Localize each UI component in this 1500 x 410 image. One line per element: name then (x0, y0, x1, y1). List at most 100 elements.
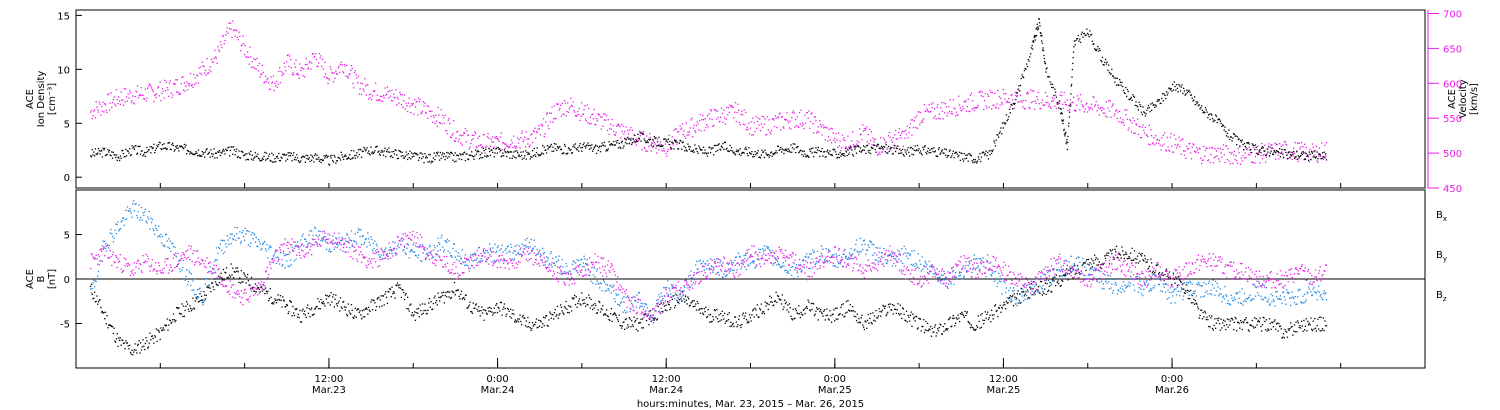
density-series-point (453, 154, 455, 157)
velocity-series-point (852, 143, 855, 146)
bx-series-point (619, 324, 621, 327)
density-series-point (1060, 108, 1062, 110)
density-series-point (623, 145, 625, 147)
density-series-point (701, 149, 703, 151)
density-series-point (1135, 101, 1137, 103)
velocity-series-point (366, 84, 368, 86)
velocity-series-point (600, 128, 602, 130)
bx-series-point (341, 307, 343, 310)
density-series-point (140, 153, 142, 155)
velocity-series-point (1172, 151, 1175, 153)
density-series-point (895, 147, 898, 149)
density-series-point (308, 157, 310, 159)
bx-series-point (770, 301, 772, 303)
bx-series-point (264, 287, 267, 289)
velocity-series-point (926, 108, 928, 110)
density-series-point (926, 150, 929, 152)
bx-series-point (743, 317, 745, 319)
bx-series-point (1312, 320, 1314, 322)
density-series-point (338, 157, 340, 159)
bx-series-point (131, 349, 133, 351)
bx-series-point (1289, 328, 1291, 330)
velocity-series-point (816, 132, 818, 134)
bx-series-point (990, 321, 992, 323)
velocity-series-point (1140, 136, 1142, 139)
velocity-series-point (1290, 155, 1293, 157)
velocity-series-point (1015, 95, 1018, 98)
bx-series-point (299, 309, 301, 312)
velocity-series-point (993, 104, 995, 107)
density-series-point (423, 161, 425, 164)
velocity-series-point (1255, 152, 1257, 154)
density-series-point (229, 155, 231, 157)
bx-series-point (521, 316, 524, 318)
density-series-point (337, 156, 339, 159)
velocity-series-point (400, 103, 403, 106)
velocity-series-point (379, 95, 381, 98)
density-series-point (314, 153, 317, 155)
velocity-series-point (1262, 154, 1264, 156)
density-series-point (129, 154, 132, 157)
bx-series-point (304, 314, 307, 316)
bx-series-point (1293, 324, 1296, 326)
velocity-series-point (783, 127, 785, 129)
velocity-series-point (975, 107, 977, 109)
density-series-point (1026, 65, 1029, 68)
velocity-series-point (1039, 107, 1041, 110)
velocity-series-point (566, 110, 568, 113)
velocity-series-point (1214, 148, 1216, 150)
velocity-series-point (835, 132, 837, 135)
velocity-series-point (634, 141, 636, 144)
density-series-point (862, 145, 865, 147)
bx-series-point (279, 295, 282, 297)
velocity-series-point (752, 134, 755, 136)
bx-series-point (1066, 273, 1068, 275)
velocity-series-point (150, 85, 152, 87)
velocity-series-point (805, 112, 808, 114)
velocity-series-point (260, 73, 262, 76)
bx-series-point (1072, 268, 1075, 271)
velocity-series-point (398, 102, 400, 104)
velocity-series-point (168, 95, 170, 97)
velocity-series-point (751, 134, 753, 136)
velocity-series-point (255, 68, 257, 70)
bx-series-point (785, 301, 787, 303)
density-series-point (862, 149, 864, 151)
density-series-point (695, 147, 698, 150)
density-series-point (631, 142, 634, 144)
density-series-point (1299, 155, 1301, 158)
bx-series-point (1004, 308, 1007, 310)
velocity-series-point (1257, 145, 1259, 148)
bx-series-point (340, 306, 342, 308)
bx-series-point (702, 313, 705, 316)
density-series-point (377, 151, 379, 153)
density-series-point (385, 150, 388, 153)
velocity-series-point (1223, 153, 1225, 156)
bx-series-point (1153, 273, 1155, 275)
bx-series-point (377, 297, 379, 299)
velocity-series-point (727, 113, 729, 116)
density-series-point (871, 147, 873, 150)
density-series-point (638, 137, 640, 139)
by-series (90, 200, 1328, 322)
density-series-point (688, 148, 691, 150)
bx-series-point (1068, 269, 1070, 271)
velocity-series-point (617, 123, 620, 126)
velocity-series-point (225, 31, 228, 33)
velocity-series-point (628, 142, 631, 144)
density-series-point (987, 158, 990, 160)
density-series-point (1136, 106, 1139, 108)
bx-series-point (1247, 329, 1250, 331)
bx-series-point (300, 321, 303, 323)
density-series-point (335, 160, 338, 162)
bx-series-point (118, 337, 120, 339)
density-series-point (730, 147, 733, 149)
velocity-series-point (633, 134, 635, 136)
bx-series-point (179, 313, 182, 315)
velocity-series-point (158, 95, 161, 97)
bx-series-point (103, 311, 105, 314)
bx-series-point (463, 298, 466, 301)
velocity-series-point (1019, 101, 1021, 103)
density-series-point (944, 148, 946, 150)
velocity-series-point (1187, 148, 1189, 150)
